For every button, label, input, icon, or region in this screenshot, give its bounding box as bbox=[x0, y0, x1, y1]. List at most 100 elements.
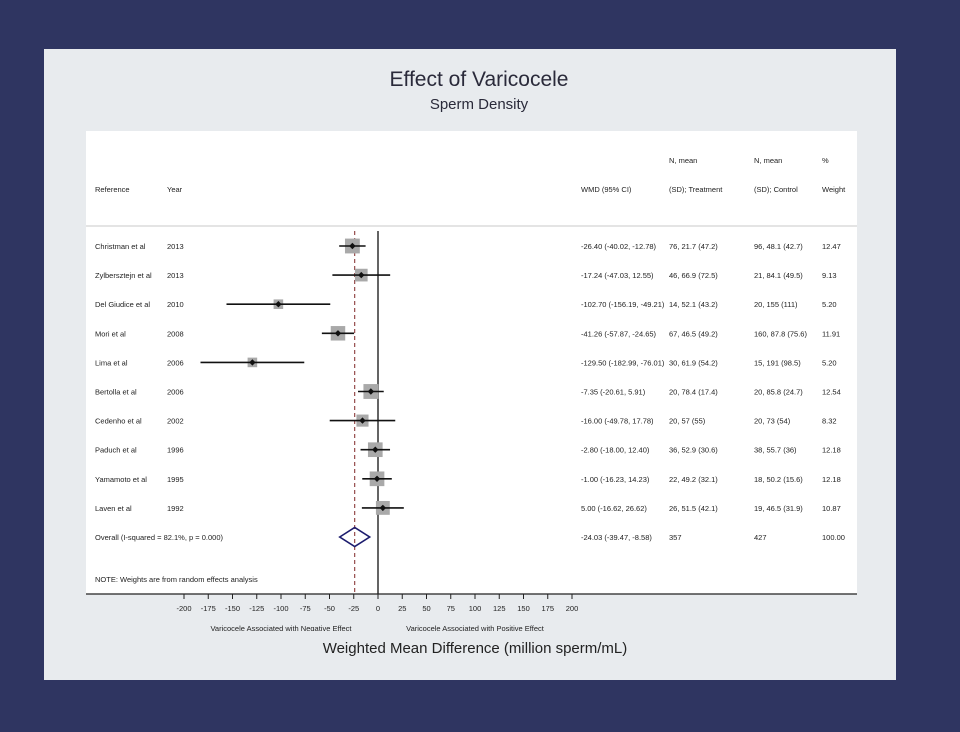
x-tick-label: 50 bbox=[422, 604, 430, 613]
positive-direction-label: Varicocele Associated with Positive Effe… bbox=[406, 624, 545, 631]
study-treatment-text: 20, 78.4 (17.4) bbox=[669, 388, 718, 397]
x-tick-label: -175 bbox=[201, 604, 216, 613]
study-point-estimate bbox=[334, 330, 342, 337]
study-weight-text: 5.20 bbox=[822, 358, 837, 367]
overall-weight-text: 100.00 bbox=[822, 533, 845, 542]
overall-treatment-text: 357 bbox=[669, 533, 682, 542]
study-point-estimate bbox=[249, 359, 256, 366]
study-weight-text: 9.13 bbox=[822, 271, 837, 280]
study-control-text: 21, 84.1 (49.5) bbox=[754, 271, 803, 280]
header-treatment-top: N, mean bbox=[669, 156, 697, 165]
study-wmd-text: -102.70 (-156.19, -49.21) bbox=[581, 300, 665, 309]
plot-panel: Reference Year WMD (95% CI) N, mean (SD); Tr… bbox=[86, 131, 857, 631]
study-year-label: 1992 bbox=[167, 504, 184, 513]
study-reference-label: Christman et al bbox=[95, 242, 146, 251]
header-wmd: WMD (95% CI) bbox=[581, 185, 632, 194]
study-point-estimate bbox=[367, 388, 375, 395]
study-reference-label: Lima et al bbox=[95, 358, 128, 367]
overall-diamond bbox=[338, 526, 372, 548]
study-wmd-text: -1.00 (-16.23, 14.23) bbox=[581, 475, 650, 484]
header-year: Year bbox=[167, 185, 183, 194]
study-weight-text: 8.32 bbox=[822, 417, 837, 426]
study-year-label: 2008 bbox=[167, 329, 184, 338]
study-reference-label: Cedenho et al bbox=[95, 417, 142, 426]
study-point-estimate bbox=[372, 446, 379, 453]
header-reference: Reference bbox=[95, 185, 130, 194]
header-weight-bottom: Weight bbox=[822, 185, 846, 194]
x-tick-label: -200 bbox=[176, 604, 191, 613]
study-reference-label: Laven et al bbox=[95, 504, 132, 513]
study-reference-label: Yamamoto et al bbox=[95, 475, 147, 484]
forest-plot: Reference Year WMD (95% CI) N, mean (SD); Tr… bbox=[86, 156, 857, 631]
study-point-estimate bbox=[359, 417, 366, 424]
study-control-text: 96, 48.1 (42.7) bbox=[754, 242, 803, 251]
study-point-estimate bbox=[358, 271, 365, 279]
study-control-text: 160, 87.8 (75.6) bbox=[754, 329, 807, 338]
chart-title: Effect of Varicocele bbox=[389, 68, 569, 91]
study-weight-text: 12.18 bbox=[822, 475, 841, 484]
x-tick-label: 175 bbox=[541, 604, 554, 613]
study-treatment-text: 67, 46.5 (49.2) bbox=[669, 329, 718, 338]
study-control-text: 20, 155 (111) bbox=[754, 300, 798, 309]
study-year-label: 2006 bbox=[167, 388, 184, 397]
study-treatment-text: 22, 49.2 (32.1) bbox=[669, 475, 718, 484]
study-weight-text: 5.20 bbox=[822, 300, 837, 309]
x-tick-label: -75 bbox=[300, 604, 311, 613]
study-treatment-text: 46, 66.9 (72.5) bbox=[669, 271, 718, 280]
weights-note: NOTE: Weights are from random effects an… bbox=[95, 575, 258, 584]
header-control-top: N, mean bbox=[754, 156, 782, 165]
study-wmd-text: -26.40 (-40.02, -12.78) bbox=[581, 242, 657, 251]
study-wmd-text: 5.00 (-16.62, 26.62) bbox=[581, 504, 647, 513]
study-control-text: 15, 191 (98.5) bbox=[754, 358, 801, 367]
x-tick-label: -150 bbox=[225, 604, 240, 613]
x-tick-label: 200 bbox=[566, 604, 579, 613]
study-point-estimate bbox=[379, 504, 387, 512]
study-wmd-text: -2.80 (-18.00, 12.40) bbox=[581, 446, 650, 455]
x-tick-label: -50 bbox=[324, 604, 335, 613]
study-year-label: 1995 bbox=[167, 475, 184, 484]
x-tick-label: -25 bbox=[348, 604, 359, 613]
study-year-label: 1996 bbox=[167, 446, 184, 455]
header-control-bottom: (SD); Control bbox=[754, 185, 798, 194]
overall-label: Overall (I-squared = 82.1%, p = 0.000) bbox=[95, 533, 223, 542]
study-control-text: 38, 55.7 (36) bbox=[754, 446, 797, 455]
chart-subtitle: Sperm Density bbox=[429, 96, 529, 113]
study-weight-text: 12.47 bbox=[822, 242, 841, 251]
study-reference-label: Del Giudice et al bbox=[95, 300, 150, 309]
negative-direction-label: Varicocele Associated with Negative Effe… bbox=[210, 624, 352, 631]
header-treatment-bottom: (SD); Treatment bbox=[669, 185, 723, 194]
overall-wmd-text: -24.03 (-39.47, -8.58) bbox=[581, 533, 652, 542]
study-weight-text: 12.54 bbox=[822, 388, 841, 397]
study-control-text: 18, 50.2 (15.6) bbox=[754, 475, 803, 484]
study-wmd-text: -41.26 (-57.87, -24.65) bbox=[581, 329, 657, 338]
study-treatment-text: 30, 61.9 (54.2) bbox=[669, 358, 718, 367]
study-year-label: 2010 bbox=[167, 300, 184, 309]
header-weight-top: % bbox=[822, 156, 829, 165]
study-control-text: 20, 85.8 (24.7) bbox=[754, 388, 803, 397]
study-wmd-text: -16.00 (-49.78, 17.78) bbox=[581, 417, 654, 426]
overall-control-text: 427 bbox=[754, 533, 767, 542]
x-tick-label: 0 bbox=[376, 604, 380, 613]
study-wmd-text: -129.50 (-182.99, -76.01) bbox=[581, 358, 665, 367]
study-wmd-text: -17.24 (-47.03, 12.55) bbox=[581, 271, 654, 280]
x-tick-label: -100 bbox=[273, 604, 288, 613]
study-treatment-text: 26, 51.5 (42.1) bbox=[669, 504, 718, 513]
study-weight-text: 10.87 bbox=[822, 504, 841, 513]
study-year-label: 2002 bbox=[167, 417, 184, 426]
x-tick-label: 150 bbox=[517, 604, 530, 613]
study-control-text: 19, 46.5 (31.9) bbox=[754, 504, 803, 513]
study-point-estimate bbox=[275, 301, 282, 308]
study-reference-label: Paduch et al bbox=[95, 446, 137, 455]
study-year-label: 2013 bbox=[167, 271, 184, 280]
x-axis-title: Weighted Mean Difference (million sperm/… bbox=[322, 640, 628, 657]
study-year-label: 2013 bbox=[167, 242, 184, 251]
study-weight-text: 11.91 bbox=[822, 329, 840, 338]
study-treatment-text: 20, 57 (55) bbox=[669, 417, 706, 426]
study-wmd-text: -7.35 (-20.61, 5.91) bbox=[581, 388, 646, 397]
x-tick-label: -125 bbox=[249, 604, 264, 613]
study-treatment-text: 76, 21.7 (47.2) bbox=[669, 242, 718, 251]
x-tick-label: 25 bbox=[398, 604, 406, 613]
study-reference-label: Bertolla et al bbox=[95, 388, 137, 397]
x-tick-label: 75 bbox=[447, 604, 455, 613]
study-reference-label: Zylbersztejn et al bbox=[95, 271, 152, 280]
